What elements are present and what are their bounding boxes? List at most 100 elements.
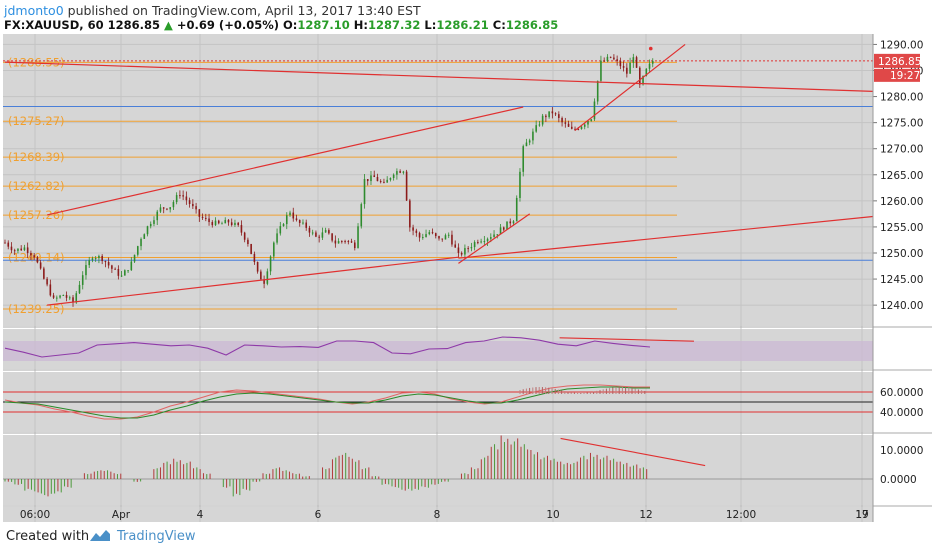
candle-body-98 xyxy=(321,232,324,238)
candle-body-112 xyxy=(366,179,369,182)
fib-label-1: (1275.27) xyxy=(8,114,65,128)
candle-body-131 xyxy=(428,232,431,235)
chart-header: jdmonto0 published on TradingView.com, A… xyxy=(0,0,932,34)
candle-body-163 xyxy=(532,131,534,141)
candle-body-72 xyxy=(237,222,239,226)
symbol-label[interactable]: FX:XAUUSD, 60 xyxy=(4,18,104,32)
candle-body-59 xyxy=(195,206,197,210)
price-axis-bg xyxy=(873,34,932,522)
candle-body-54 xyxy=(179,195,181,197)
candle-body-158 xyxy=(515,197,518,222)
candle-body-132 xyxy=(431,232,434,234)
candle-body-48 xyxy=(159,207,162,212)
price-tick-label-1: 1245.00 xyxy=(880,274,923,286)
histogram-pane xyxy=(3,435,873,497)
candle-body-101 xyxy=(331,233,333,241)
candle-body-71 xyxy=(234,222,236,225)
candle-body-136 xyxy=(444,235,447,240)
candle-body-154 xyxy=(502,227,505,230)
candle-body-61 xyxy=(201,216,204,218)
hist-pane-bg xyxy=(3,435,873,505)
candle-body-60 xyxy=(198,209,201,217)
candle-body-79 xyxy=(260,271,262,280)
stoch-tick-label-1: 40.0000 xyxy=(880,407,923,419)
candle-body-81 xyxy=(266,271,269,284)
candle-body-157 xyxy=(512,221,515,224)
candle-body-138 xyxy=(451,234,453,245)
chart-canvas[interactable]: (1286.55) (1275.27) (1268.39) (1262.82) (125… xyxy=(0,34,932,522)
candle-body-115 xyxy=(376,176,379,182)
time-tick-label-1: Apr xyxy=(112,509,131,521)
tradingview-logo-icon[interactable] xyxy=(88,527,112,545)
candle-body-31 xyxy=(104,261,107,263)
candle-body-191 xyxy=(622,66,625,68)
price-tick-label-6: 1270.00 xyxy=(880,144,923,156)
stoch-tick-label-0: 60.0000 xyxy=(880,387,923,399)
candle-body-174 xyxy=(567,123,570,127)
candle-body-133 xyxy=(434,233,437,237)
candle-body-105 xyxy=(344,241,346,243)
candle-body-110 xyxy=(360,204,363,227)
rsi-pane xyxy=(3,336,873,361)
candle-body-144 xyxy=(470,247,473,249)
candle-body-169 xyxy=(551,111,554,114)
candle-body-6 xyxy=(23,247,26,251)
tradingview-brand[interactable]: TradingView xyxy=(117,529,196,544)
candle-body-69 xyxy=(227,219,230,223)
candle-body-96 xyxy=(315,232,317,237)
hist-divergence-line xyxy=(560,437,706,467)
candle-body-166 xyxy=(541,115,544,125)
high-label: H: xyxy=(353,18,369,32)
trendline-support-rising xyxy=(458,215,874,259)
candle-body-23 xyxy=(78,284,81,294)
candle-body-42 xyxy=(140,238,142,247)
author-link[interactable]: jdmonto0 xyxy=(4,3,64,18)
candle-body-2 xyxy=(10,246,13,251)
candle-body-186 xyxy=(606,56,609,61)
candle-body-178 xyxy=(580,126,583,130)
candle-body-165 xyxy=(538,124,541,126)
candle-body-44 xyxy=(146,226,149,235)
created-with-label: Created with xyxy=(6,529,90,544)
candle-body-49 xyxy=(162,207,165,209)
candle-body-88 xyxy=(289,212,291,216)
candle-body-85 xyxy=(279,226,282,234)
price-tick-label-10: 1290.00 xyxy=(880,39,923,51)
candle-body-109 xyxy=(357,226,359,249)
candle-body-135 xyxy=(441,238,444,240)
price-tick-label-0: 1240.00 xyxy=(880,300,923,312)
candle-body-114 xyxy=(373,175,376,177)
candle-body-11 xyxy=(39,262,42,269)
candle-body-183 xyxy=(596,80,599,102)
candle-body-143 xyxy=(467,248,469,250)
candle-body-67 xyxy=(221,223,223,225)
time-tick-label-0: 06:00 xyxy=(20,509,50,521)
candle-body-39 xyxy=(130,261,133,271)
time-tick-label-6: 12 xyxy=(639,509,652,521)
publish-info: jdmonto0 published on TradingView.com, A… xyxy=(4,3,421,18)
candle-body-76 xyxy=(250,244,252,254)
candle-body-123 xyxy=(402,171,405,173)
candle-body-150 xyxy=(490,237,492,239)
candle-body-111 xyxy=(363,179,366,205)
candle-body-162 xyxy=(528,140,531,143)
last-price-tag-bg xyxy=(874,53,920,68)
candle-body-130 xyxy=(425,234,427,238)
candle-body-70 xyxy=(230,222,233,225)
time-tick-label-8: 17 xyxy=(855,509,868,521)
candle-body-160 xyxy=(522,146,525,172)
candle-body-55 xyxy=(182,195,184,197)
fib-label-5: (1249.14) xyxy=(8,250,65,264)
candle-body-180 xyxy=(587,120,589,125)
candle-body-29 xyxy=(98,255,100,259)
candle-body-25 xyxy=(85,265,87,276)
fib-label-3: (1262.82) xyxy=(8,179,65,193)
rsi-divergence-line xyxy=(559,337,694,342)
candle-body-0 xyxy=(4,242,6,244)
candle-body-104 xyxy=(341,241,343,243)
candle-body-200 xyxy=(651,61,654,64)
candle-body-116 xyxy=(379,181,382,183)
hist-tick-label-1: 0.0000 xyxy=(880,474,917,486)
candle-body-179 xyxy=(583,124,586,127)
